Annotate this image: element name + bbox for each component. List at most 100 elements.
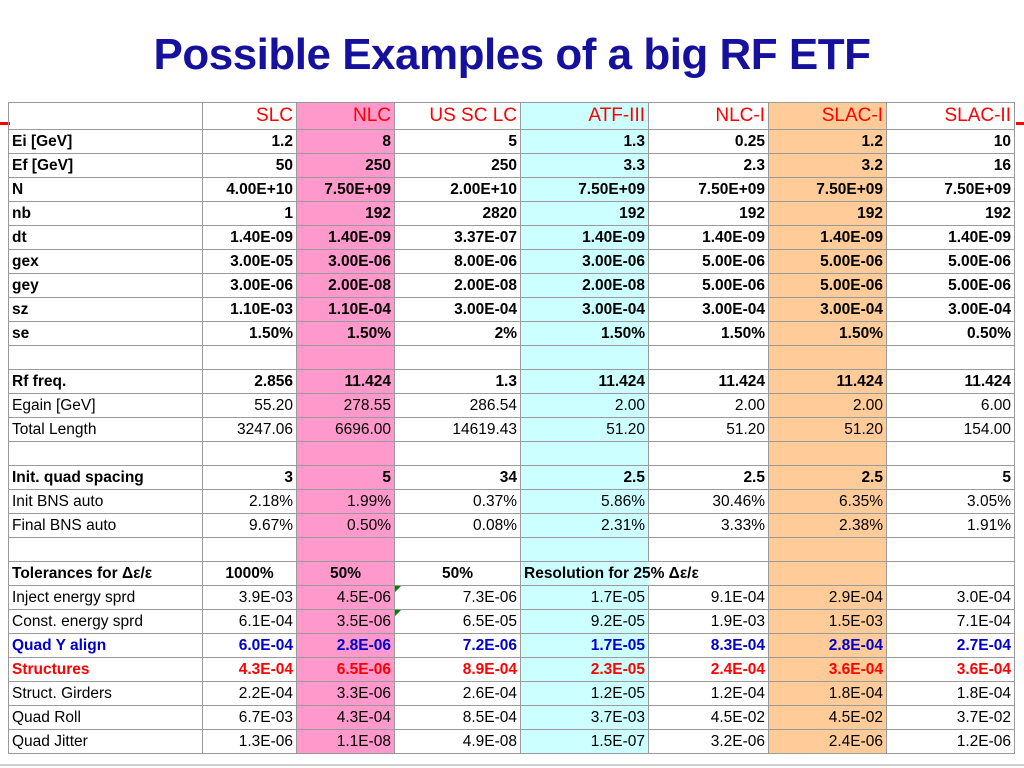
table-cell: 3.7E-03 xyxy=(520,705,649,730)
table-cell: 1.7E-05 xyxy=(520,633,649,658)
table-cell: 2820 xyxy=(394,201,521,226)
col-header-atf-iii: ATF-III xyxy=(520,102,649,130)
table-cell: 7.50E+09 xyxy=(648,177,769,202)
table-row: Quad Jitter 1.3E-06 1.1E-08 4.9E-08 1.5E… xyxy=(8,729,1015,754)
table-cell: 5.00E-06 xyxy=(648,273,769,298)
table-cell xyxy=(768,561,887,586)
table-cell: 2.3 xyxy=(648,153,769,178)
table-cell: 1.50% xyxy=(202,321,297,346)
table-cell: 5.00E-06 xyxy=(768,249,887,274)
parameter-table: SLC NLC US SC LC ATF-III NLC-I SLAC-I SL… xyxy=(8,102,1015,754)
col-header-nlc: NLC xyxy=(296,102,395,130)
table-cell: 3.2E-06 xyxy=(648,729,769,754)
table-cell: 3.3E-06 xyxy=(296,681,395,706)
table-cell: 2.00E-08 xyxy=(394,273,521,298)
table-row-structures: Structures 4.3E-04 6.5E-06 8.9E-04 2.3E-… xyxy=(8,657,1015,682)
table-cell: 1.2E-05 xyxy=(520,681,649,706)
table-cell: 0.08% xyxy=(394,513,521,538)
table-cell: 1.40E-09 xyxy=(648,225,769,250)
table-cell: 2.5 xyxy=(768,465,887,490)
table-row: Struct. Girders 2.2E-04 3.3E-06 2.6E-04 … xyxy=(8,681,1015,706)
col-header-nlc-i: NLC-I xyxy=(648,102,769,130)
cell-value: 6.5E-05 xyxy=(462,612,517,630)
row-label: Rf freq. xyxy=(8,369,203,394)
table-cell: 51.20 xyxy=(768,417,887,442)
table-cell: 8.3E-04 xyxy=(648,633,769,658)
table-cell: 3.5E-06 xyxy=(296,609,395,634)
table-row: dt 1.40E-09 1.40E-09 3.37E-07 1.40E-09 1… xyxy=(8,225,1015,250)
comment-indicator-icon xyxy=(395,586,401,592)
table-cell: 1.10E-03 xyxy=(202,297,297,322)
table-cell: 3.6E-04 xyxy=(768,657,887,682)
table-cell: 192 xyxy=(648,201,769,226)
table-cell: 5.00E-06 xyxy=(886,273,1015,298)
table-cell: 1000% xyxy=(202,561,297,586)
row-label: N xyxy=(8,177,203,202)
table-cell: 11.424 xyxy=(886,369,1015,394)
table-cell: 1.99% xyxy=(296,489,395,514)
table-cell: 0.25 xyxy=(648,129,769,154)
table-cell: 2.3E-05 xyxy=(520,657,649,682)
table-cell: 1.10E-04 xyxy=(296,297,395,322)
table-row: Rf freq. 2.856 11.424 1.3 11.424 11.424 … xyxy=(8,369,1015,394)
table-cell: 2.38% xyxy=(768,513,887,538)
table-cell: 3.00E-06 xyxy=(296,249,395,274)
table-cell: 192 xyxy=(520,201,649,226)
table-cell: 192 xyxy=(296,201,395,226)
table-cell: 1.40E-09 xyxy=(886,225,1015,250)
table-cell: 1.5E-03 xyxy=(768,609,887,634)
table-cell: 50% xyxy=(394,561,521,586)
row-label: gex xyxy=(8,249,203,274)
table-cell: 1.2E-06 xyxy=(886,729,1015,754)
table-cell: 7.50E+09 xyxy=(296,177,395,202)
table-cell: 2.00 xyxy=(648,393,769,418)
table-row: Const. energy sprd 6.1E-04 3.5E-06 6.5E-… xyxy=(8,609,1015,634)
col-header-slac-i: SLAC-I xyxy=(768,102,887,130)
table-cell: 2.2E-04 xyxy=(202,681,297,706)
table-cell: 1 xyxy=(202,201,297,226)
table-cell: 2.8E-04 xyxy=(768,633,887,658)
table-cell: 1.3 xyxy=(520,129,649,154)
table-cell: 3.00E-04 xyxy=(394,297,521,322)
table-cell: 5 xyxy=(886,465,1015,490)
table-cell: 0.37% xyxy=(394,489,521,514)
row-label: Final BNS auto xyxy=(8,513,203,538)
table-cell: 8.5E-04 xyxy=(394,705,521,730)
table-cell: 1.50% xyxy=(520,321,649,346)
table-row: N 4.00E+10 7.50E+09 2.00E+10 7.50E+09 7.… xyxy=(8,177,1015,202)
table-cell: 192 xyxy=(768,201,887,226)
table-cell: 16 xyxy=(886,153,1015,178)
col-header-slc: SLC xyxy=(202,102,297,130)
table-cell: 3.37E-07 xyxy=(394,225,521,250)
table-cell: 2.31% xyxy=(520,513,649,538)
table-row: sz 1.10E-03 1.10E-04 3.00E-04 3.00E-04 3… xyxy=(8,297,1015,322)
table-cell: 2% xyxy=(394,321,521,346)
table-row: Init BNS auto 2.18% 1.99% 0.37% 5.86% 30… xyxy=(8,489,1015,514)
table-cell: 3.2 xyxy=(768,153,887,178)
table-cell: 1.8E-04 xyxy=(886,681,1015,706)
table-cell: 34 xyxy=(394,465,521,490)
table-cell: 4.5E-02 xyxy=(648,705,769,730)
table-cell: 5 xyxy=(296,465,395,490)
table-cell: 0.50% xyxy=(296,513,395,538)
table-cell: 3.00E-04 xyxy=(886,297,1015,322)
table-cell: 7.3E-06 xyxy=(394,585,521,610)
row-label: Structures xyxy=(8,657,203,682)
table-row: Final BNS auto 9.67% 0.50% 0.08% 2.31% 3… xyxy=(8,513,1015,538)
table-cell: 50 xyxy=(202,153,297,178)
table-cell: 286.54 xyxy=(394,393,521,418)
table-cell: 4.5E-02 xyxy=(768,705,887,730)
table-cell: 1.2 xyxy=(768,129,887,154)
table-cell: 2.00 xyxy=(768,393,887,418)
table-cell: 7.50E+09 xyxy=(768,177,887,202)
row-label: Ei [GeV] xyxy=(8,129,203,154)
row-label: Inject energy sprd xyxy=(8,585,203,610)
table-cell: 2.5 xyxy=(648,465,769,490)
table-cell: 3.33% xyxy=(648,513,769,538)
col-header-us-sc-lc: US SC LC xyxy=(394,102,521,130)
table-cell: 14619.43 xyxy=(394,417,521,442)
table-cell: 1.40E-09 xyxy=(202,225,297,250)
table-cell: 9.1E-04 xyxy=(648,585,769,610)
table-row: gex 3.00E-05 3.00E-06 8.00E-06 3.00E-06 … xyxy=(8,249,1015,274)
table-cell: 1.91% xyxy=(886,513,1015,538)
